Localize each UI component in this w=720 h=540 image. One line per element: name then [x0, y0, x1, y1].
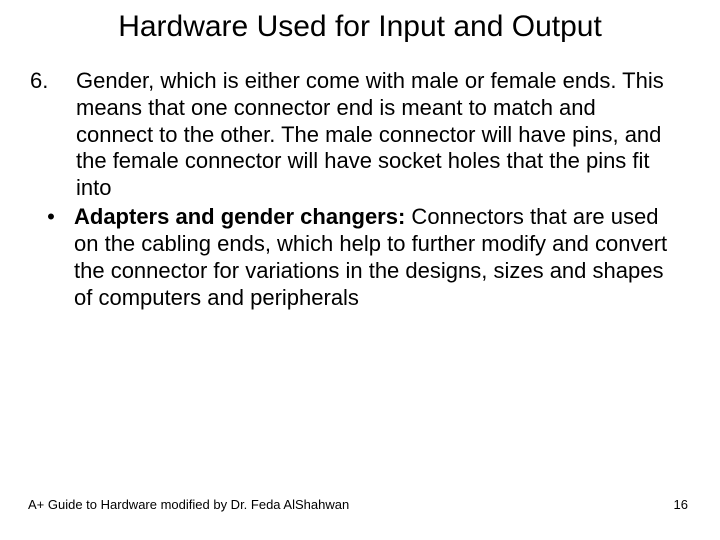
slide-body: 6. Gender, which is either come with mal…	[28, 68, 678, 313]
list-marker-number: 6.	[28, 68, 76, 95]
list-item: 6. Gender, which is either come with mal…	[28, 68, 678, 202]
slide: Hardware Used for Input and Output 6. Ge…	[0, 0, 720, 540]
footer-page-number: 16	[674, 497, 688, 512]
list-item: • Adapters and gender changers: Connecto…	[28, 204, 678, 311]
list-marker-bullet: •	[28, 204, 74, 231]
footer-left: A+ Guide to Hardware modified by Dr. Fed…	[28, 497, 349, 512]
slide-title: Hardware Used for Input and Output	[0, 10, 720, 44]
list-text: Gender, which is either come with male o…	[76, 68, 678, 202]
bold-lead: Adapters and gender changers:	[74, 204, 405, 229]
list-text: Adapters and gender changers: Connectors…	[74, 204, 678, 311]
